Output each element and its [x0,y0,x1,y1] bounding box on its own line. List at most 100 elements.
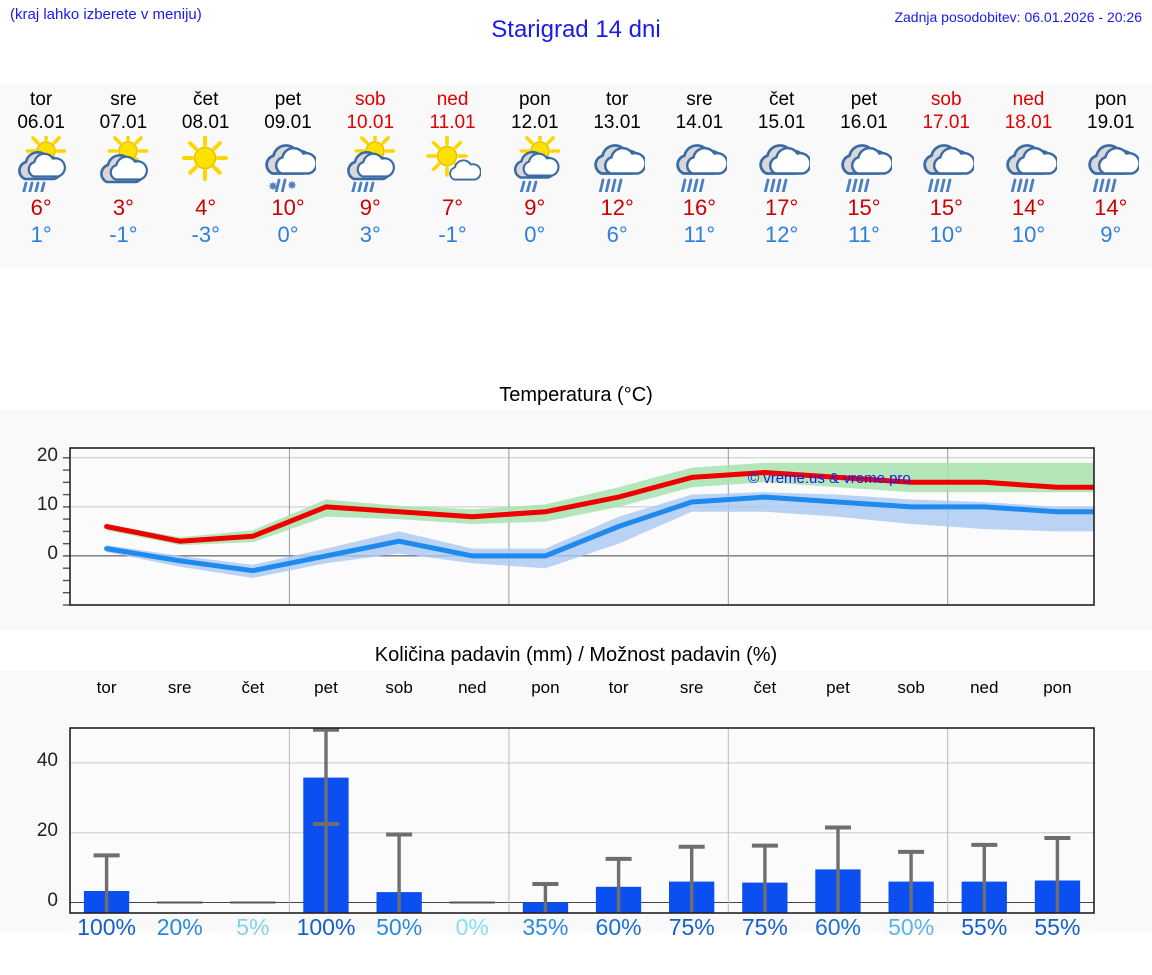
day-date: 06.01 [17,112,65,133]
temp-min: 11° [683,222,716,247]
day-column[interactable]: ned 11.01 7° -1° [411,84,493,268]
cloud-rain-icon [836,136,892,192]
day-date: 16.01 [840,112,888,133]
day-column[interactable]: pet 16.01 15° 11° [823,84,905,268]
cloud-rain-icon [1083,136,1139,192]
day-of-week: čet [193,89,219,110]
temperature-y-tick-label: 0 [47,542,58,564]
temp-min: 3° [359,222,381,247]
precipitation-probability-label: 35% [522,914,569,940]
sun-smallcloud-icon [425,136,481,192]
day-of-week: ned [436,89,469,110]
day-of-week: pet [274,89,302,110]
sun-cloud-rain-icon [13,136,69,192]
day-date: 18.01 [1004,112,1053,133]
location-hint: (kraj lahko izberete v meniju) [10,6,202,23]
cloud-sleet-icon [260,136,316,192]
cloud-rain-icon [1001,136,1057,192]
precipitation-probability-label: 75% [741,914,788,940]
day-of-week: sre [686,89,713,110]
precipitation-y-tick-label: 20 [36,819,58,841]
daily-forecast-strip: tor 06.01 6° 1° sre 07.01 3° -1° čet 08.01 4° -3°… [0,84,1152,268]
precipitation-x-tick-label: ned [970,678,999,697]
precipitation-x-tick-label: sre [679,678,704,697]
precipitation-chart-title: Količina padavin (mm) / Možnost padavin … [0,642,1152,670]
temp-min: 12° [765,222,799,247]
precipitation-probability-label: 100% [77,914,136,940]
day-of-week: pon [518,89,551,110]
precipitation-x-tick-label: sre [167,678,192,697]
temp-min: 10° [1011,222,1046,247]
temp-min: 11° [848,222,880,247]
temp-max: 16° [682,195,717,220]
day-column[interactable]: sob 17.01 15° 10° [905,84,987,268]
temp-min: 0° [524,222,546,247]
temp-max: 15° [847,195,881,220]
precipitation-probability-label: 0% [455,914,489,940]
temp-min: 9° [1100,222,1122,247]
temp-max: 10° [271,195,305,220]
temp-min: 6° [606,222,628,247]
temp-max: 9° [359,195,381,220]
temp-max: 3° [112,195,134,220]
day-of-week: sob [354,89,386,110]
day-of-week: sob [930,89,962,110]
day-column[interactable]: sre 14.01 16° 11° [658,84,740,268]
precipitation-x-tick-label: pon [1043,678,1072,697]
precipitation-probability-label: 55% [961,914,1008,940]
temp-min: -3° [191,222,220,247]
temp-max: 9° [524,195,546,220]
precipitation-x-tick-label: pet [826,678,850,697]
temp-max: 12° [600,195,634,220]
day-date: 19.01 [1087,112,1135,133]
temp-max: 4° [195,195,217,220]
day-of-week: pet [850,89,878,110]
page-header: (kraj lahko izberete v meniju) Starigrad… [0,0,1152,58]
day-column[interactable]: ned 18.01 14° 10° [987,84,1069,268]
day-column[interactable]: tor 13.01 12° 6° [576,84,658,268]
precipitation-x-tick-label: tor [608,678,629,697]
day-column[interactable]: čet 08.01 4° -3° [165,84,247,268]
day-date: 12.01 [511,112,559,133]
precipitation-x-tick-label: čet [753,678,777,697]
day-date: 10.01 [346,112,395,133]
day-of-week: tor [606,89,629,110]
precipitation-x-tick-label: sob [385,678,413,697]
day-column[interactable]: čet 15.01 17° 12° [741,84,823,268]
precipitation-probability-label: 100% [296,914,356,940]
precipitation-y-tick-label: 0 [47,889,58,911]
precipitation-probability-label: 55% [1034,914,1081,940]
day-column[interactable]: pon 12.01 9° 0° [494,84,576,268]
temp-max: 15° [929,195,963,220]
precipitation-probability-label: 20% [156,914,203,940]
cloud-rain-icon [754,136,810,192]
temp-min: 0° [277,222,299,247]
day-date: 11.01 [429,112,476,133]
sun-cloud-drizzle-icon [507,136,563,192]
day-column[interactable]: sre 07.01 3° -1° [82,84,164,268]
day-column[interactable]: pon 19.01 14° 9° [1070,84,1152,268]
day-column[interactable]: sob 10.01 9° 3° [329,84,411,268]
temperature-chart-panel: Temperatura (°C) 0 10 20 © vreme.us & vreme… [0,382,1152,630]
temp-max: 6° [30,195,52,220]
day-of-week: tor [30,89,53,110]
temp-max: 14° [1011,195,1046,220]
temp-min: -1° [438,222,467,247]
day-date: 07.01 [99,112,148,133]
day-date: 17.01 [922,112,970,133]
precipitation-y-tick-label: 40 [36,749,58,771]
day-of-week: ned [1012,89,1045,110]
day-column[interactable]: tor 06.01 6° 1° [0,84,82,268]
precipitation-probability-label: 50% [888,914,935,940]
temperature-y-tick-label: 10 [36,493,58,515]
day-date: 15.01 [757,112,806,133]
day-of-week: sre [110,89,137,110]
sun-icon [178,136,234,192]
page-title: Starigrad 14 dni [491,16,661,43]
temperature-chart-title: Temperatura (°C) [0,382,1152,410]
precipitation-chart-panel: Količina padavin (mm) / Možnost padavin … [0,642,1152,940]
temp-min: 1° [30,222,52,247]
temp-max: 17° [765,195,799,220]
day-column[interactable]: pet 09.01 10° 0° [247,84,329,268]
